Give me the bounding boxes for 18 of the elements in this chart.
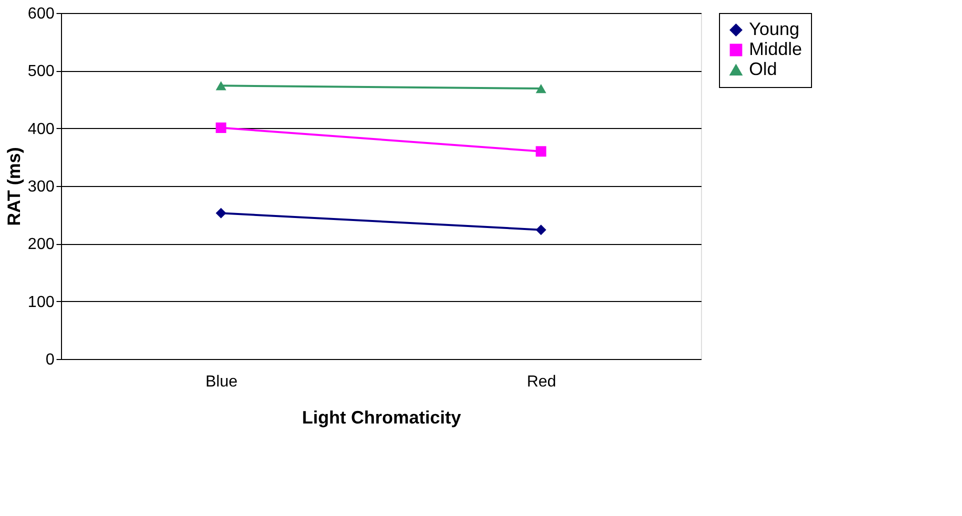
y-tick-label: 300 (28, 178, 55, 196)
y-tick-label: 100 (28, 294, 55, 311)
point (536, 146, 546, 157)
y-tick-label: 500 (28, 63, 55, 80)
point (216, 122, 226, 133)
x-axis-title: Light Chromaticity (302, 408, 462, 428)
x-tick-label: Red (526, 374, 556, 390)
y-tick-label: 400 (28, 120, 55, 138)
legend-label: Old (749, 59, 778, 79)
legend-label: Middle (749, 39, 802, 59)
y-tick-label: 0 (46, 352, 55, 368)
y-tick-label: 200 (28, 236, 55, 254)
y-axis-title: RAT (ms) (4, 147, 24, 226)
point (216, 208, 226, 218)
legend-label: Young (749, 19, 800, 39)
point (536, 224, 546, 236)
x-tick-label: Blue (205, 374, 238, 390)
y-tick-label: 600 (28, 6, 55, 22)
